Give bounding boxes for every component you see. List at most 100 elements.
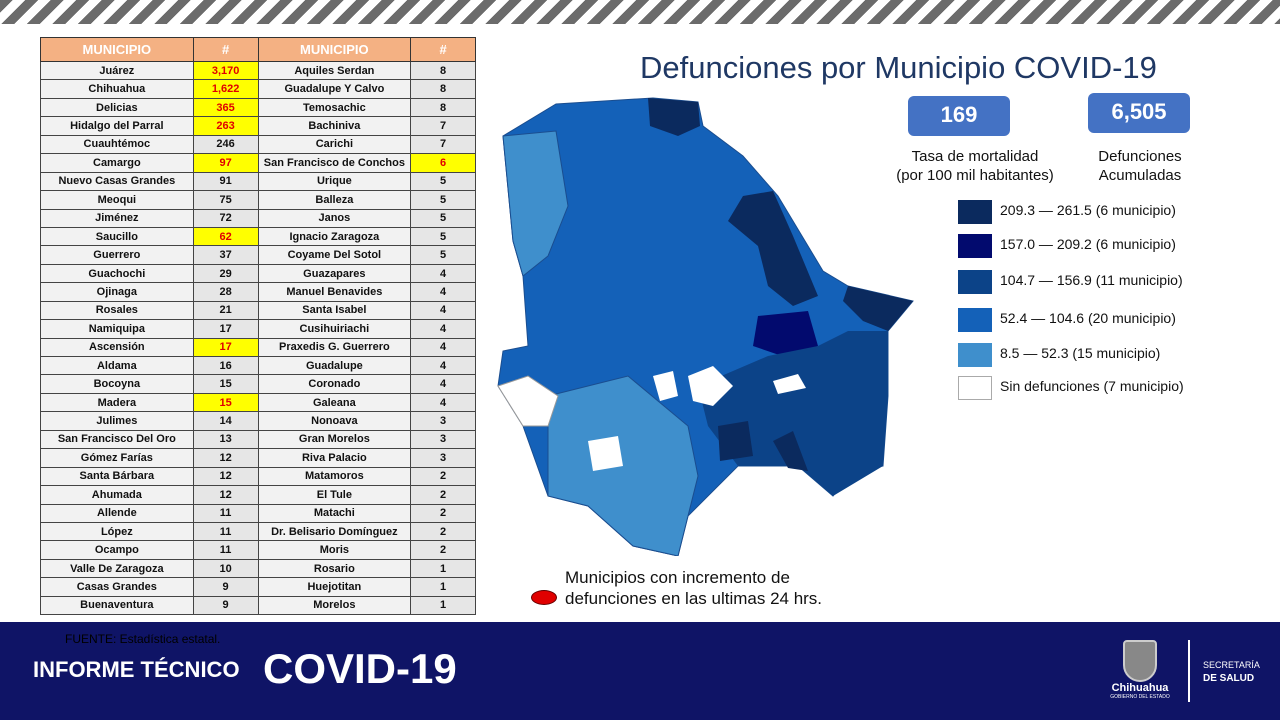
- count-cell: 5: [410, 171, 476, 192]
- municipio-cell: Cusihuiriachi: [257, 319, 412, 339]
- count-cell: 1: [410, 577, 476, 597]
- count-cell: 5: [410, 208, 476, 228]
- map-region-sin-defunciones-south: [588, 436, 623, 471]
- mortality-rate-label: Tasa de mortalidad (por 100 mil habitante…: [880, 147, 1070, 185]
- count-cell: 75: [192, 190, 259, 210]
- municipio-cell: Carichi: [257, 134, 412, 155]
- count-cell: 3: [410, 411, 476, 431]
- municipio-cell: Madera: [40, 392, 194, 413]
- count-cell: 28: [192, 282, 259, 302]
- count-cell: 3: [410, 448, 476, 468]
- count-cell: 10: [192, 558, 259, 579]
- total-deaths-badge: 6,505: [1088, 93, 1190, 133]
- count-cell: 6: [410, 153, 476, 173]
- legend-label: Sin defunciones (7 municipio): [1000, 378, 1184, 394]
- map-region-juarez: [648, 98, 700, 136]
- municipio-cell: Janos: [257, 208, 412, 228]
- legend-label: 104.7 — 156.9 (11 municipio): [1000, 272, 1183, 288]
- municipio-cell: Namiquipa: [40, 319, 194, 339]
- table-row: Jiménez 72 Janos 5: [40, 208, 476, 228]
- municipio-cell: Huejotitan: [257, 577, 412, 597]
- count-cell: 11: [192, 521, 259, 542]
- page-title: Defunciones por Municipio COVID-19: [640, 50, 1157, 85]
- count-cell: 91: [192, 171, 259, 192]
- count-cell: 4: [410, 263, 476, 284]
- count-cell: 11: [192, 540, 259, 560]
- count-cell: 12: [192, 448, 259, 468]
- column-header-count-2: #: [410, 37, 476, 62]
- table-row: López 11 Dr. Belisario Domínguez 2: [40, 521, 476, 542]
- count-cell: 17: [192, 319, 259, 339]
- municipio-cell: Camargo: [40, 153, 194, 173]
- municipio-cell: Juárez: [40, 60, 194, 81]
- count-cell: 15: [192, 392, 259, 413]
- count-cell: 62: [192, 226, 259, 247]
- count-cell: 2: [410, 503, 476, 523]
- municipio-cell: Balleza: [257, 190, 412, 210]
- legend-swatch: [958, 308, 992, 332]
- table-row: Ojinaga 28 Manuel Benavides 4: [40, 282, 476, 302]
- count-cell: 12: [192, 466, 259, 487]
- map-region-ahumada: [728, 191, 818, 306]
- chihuahua-logo: Chihuahua GOBIERNO DEL ESTADO: [1108, 640, 1172, 700]
- municipio-cell: Santa Isabel: [257, 300, 412, 321]
- count-cell: 14: [192, 411, 259, 431]
- table-row: Chihuahua 1,622 Guadalupe Y Calvo 8: [40, 79, 476, 99]
- municipio-cell: Jiménez: [40, 208, 194, 228]
- count-cell: 4: [410, 337, 476, 358]
- count-cell: 3: [410, 429, 476, 450]
- covid-label: COVID-19: [263, 645, 457, 692]
- municipio-cell: Ojinaga: [40, 282, 194, 302]
- map-region-jimenez: [773, 431, 808, 471]
- municipio-cell: Delicias: [40, 97, 194, 118]
- legend-swatch: [958, 270, 992, 294]
- table-row: Gómez Farías 12 Riva Palacio 3: [40, 448, 476, 468]
- municipio-cell: Gran Morelos: [257, 429, 412, 450]
- logo-text: Chihuahua: [1111, 682, 1169, 694]
- footer-banner: [0, 622, 1280, 720]
- count-cell: 4: [410, 282, 476, 302]
- count-cell: 15: [192, 374, 259, 394]
- map-region-sin-defunciones-east: [773, 374, 806, 394]
- count-cell: 2: [410, 540, 476, 560]
- count-cell: 11: [192, 503, 259, 523]
- municipio-cell: El Tule: [257, 485, 412, 505]
- municipio-cell: Morelos: [257, 595, 412, 616]
- municipio-cell: Guachochi: [40, 263, 194, 284]
- count-cell: 365: [192, 97, 259, 118]
- count-cell: 37: [192, 245, 259, 265]
- coat-of-arms-icon: [1123, 640, 1157, 682]
- count-cell: 16: [192, 355, 259, 376]
- municipio-cell: San Francisco de Conchos: [257, 153, 412, 173]
- municipio-cell: Cuauhtémoc: [40, 134, 194, 155]
- municipio-cell: Casas Grandes: [40, 577, 194, 597]
- municipio-cell: Bocoyna: [40, 374, 194, 394]
- table-row: Ocampo 11 Moris 2: [40, 540, 476, 560]
- municipality-deaths-table: MUNICIPIO # MUNICIPIO # Juárez 3,170 Aquil…: [40, 37, 476, 616]
- table-row: Buenaventura 9 Morelos 1: [40, 595, 476, 616]
- legend-label: 157.0 — 209.2 (6 municipio): [1000, 236, 1176, 252]
- count-cell: 2: [410, 485, 476, 505]
- municipio-cell: Guerrero: [40, 245, 194, 265]
- count-cell: 263: [192, 116, 259, 136]
- municipio-cell: Ahumada: [40, 485, 194, 505]
- municipio-cell: Coyame Del Sotol: [257, 245, 412, 265]
- table-row: Julimes 14 Nonoava 3: [40, 411, 476, 431]
- count-cell: 1: [410, 595, 476, 616]
- count-cell: 7: [410, 134, 476, 155]
- municipio-cell: Allende: [40, 503, 194, 523]
- count-cell: 4: [410, 392, 476, 413]
- increment-marker-icon: [531, 590, 557, 605]
- column-header-count: #: [192, 37, 259, 62]
- count-cell: 29: [192, 263, 259, 284]
- municipio-cell: Chihuahua: [40, 79, 194, 99]
- count-cell: 3,170: [192, 60, 259, 81]
- table-row: Guachochi 29 Guazapares 4: [40, 263, 476, 284]
- municipio-cell: San Francisco Del Oro: [40, 429, 194, 450]
- table-header-row: MUNICIPIO # MUNICIPIO #: [40, 37, 476, 62]
- count-cell: 5: [410, 245, 476, 265]
- count-cell: 1,622: [192, 79, 259, 99]
- municipio-cell: Praxedis G. Guerrero: [257, 337, 412, 358]
- count-cell: 9: [192, 595, 259, 616]
- table-row: Saucillo 62 Ignacio Zaragoza 5: [40, 226, 476, 247]
